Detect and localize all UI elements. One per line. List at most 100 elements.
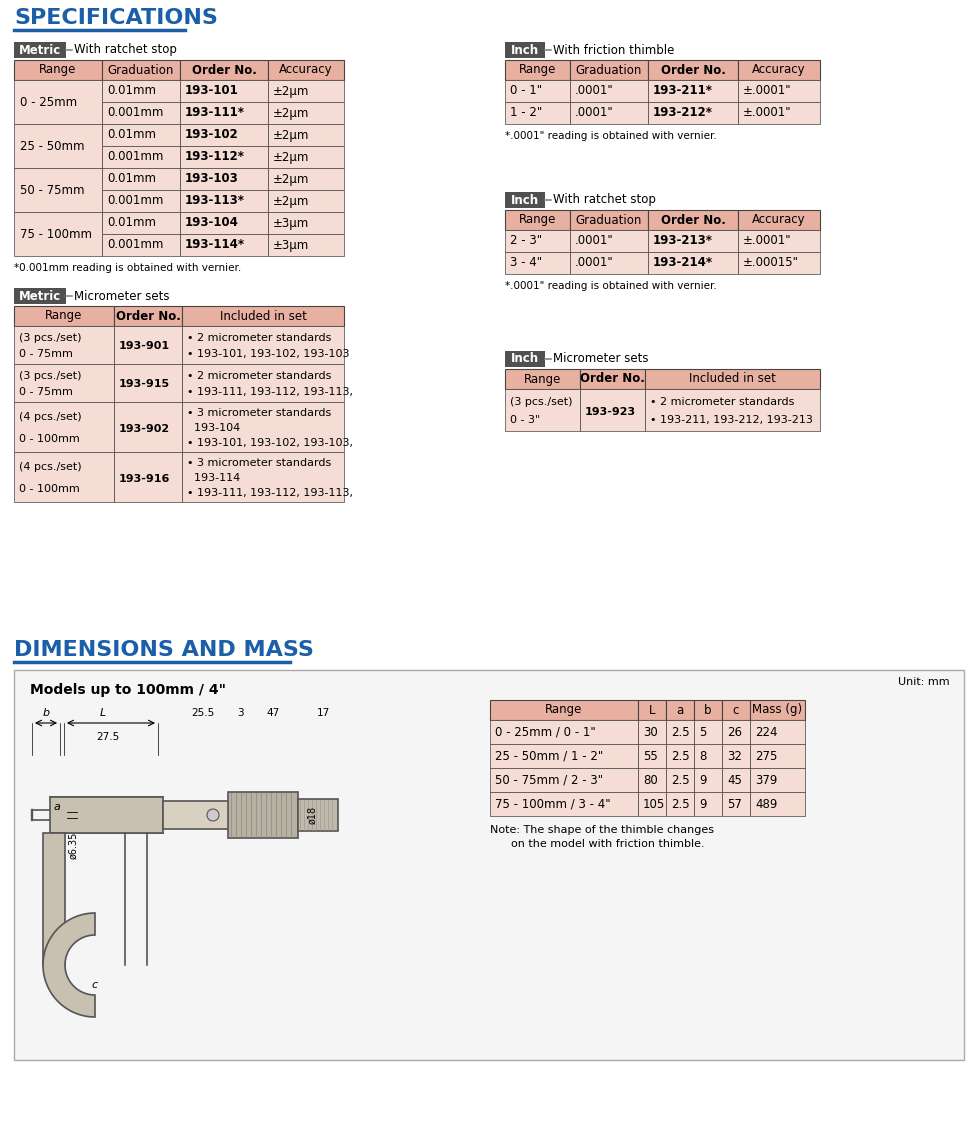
Bar xyxy=(180,124,268,147)
Text: ±2μm: ±2μm xyxy=(273,128,310,142)
Text: Graduation: Graduation xyxy=(576,214,642,226)
Text: 193-114*: 193-114* xyxy=(185,239,245,251)
Bar xyxy=(648,102,738,124)
Text: 27.5: 27.5 xyxy=(96,732,120,742)
Text: 0.01mm: 0.01mm xyxy=(107,84,156,98)
Text: 193-901: 193-901 xyxy=(119,342,170,351)
Text: Accuracy: Accuracy xyxy=(752,214,805,226)
Bar xyxy=(268,60,344,80)
Text: 75 - 100mm: 75 - 100mm xyxy=(20,227,92,241)
Text: 193-104: 193-104 xyxy=(187,423,241,433)
Text: 3: 3 xyxy=(237,708,244,718)
Text: Range: Range xyxy=(545,703,582,717)
Bar xyxy=(182,364,344,402)
Text: 193-915: 193-915 xyxy=(119,379,170,390)
Text: 0 - 25mm / 0 - 1": 0 - 25mm / 0 - 1" xyxy=(495,726,596,738)
Bar xyxy=(570,210,648,229)
Bar xyxy=(268,190,344,212)
Text: Mass (g): Mass (g) xyxy=(753,703,803,717)
Bar xyxy=(268,80,344,102)
Text: Order No.: Order No. xyxy=(581,373,645,385)
Text: (3 pcs./set): (3 pcs./set) xyxy=(19,370,82,381)
Bar xyxy=(182,326,344,364)
Text: Range: Range xyxy=(39,64,77,76)
Text: 0 - 100mm: 0 - 100mm xyxy=(19,434,80,444)
Bar xyxy=(738,252,820,274)
Bar xyxy=(14,168,102,212)
Bar xyxy=(102,190,180,212)
Bar xyxy=(638,700,666,720)
Text: 193-214*: 193-214* xyxy=(653,257,713,269)
Bar xyxy=(694,720,722,744)
Text: • 193-211, 193-212, 193-213: • 193-211, 193-212, 193-213 xyxy=(650,415,813,425)
Text: Models up to 100mm / 4": Models up to 100mm / 4" xyxy=(30,683,226,698)
Text: ±.00015": ±.00015" xyxy=(743,257,799,269)
Bar xyxy=(666,768,694,792)
Text: 193-916: 193-916 xyxy=(119,474,170,484)
Bar xyxy=(648,60,738,80)
Text: ±3μm: ±3μm xyxy=(273,239,310,251)
Bar xyxy=(648,252,738,274)
Bar xyxy=(638,768,666,792)
Text: 193-113*: 193-113* xyxy=(185,194,245,208)
Text: Included in set: Included in set xyxy=(689,373,776,385)
Text: ø6.35: ø6.35 xyxy=(68,832,78,859)
Bar xyxy=(14,212,102,256)
Text: 8: 8 xyxy=(699,750,706,762)
Text: 0 - 75mm: 0 - 75mm xyxy=(19,349,73,359)
Bar xyxy=(168,804,203,818)
Text: 2.5: 2.5 xyxy=(671,797,690,810)
Bar xyxy=(505,102,570,124)
Bar xyxy=(14,670,964,1060)
Text: L: L xyxy=(649,703,656,717)
Bar xyxy=(638,792,666,816)
Text: 2.5: 2.5 xyxy=(671,750,690,762)
Text: (4 pcs./set): (4 pcs./set) xyxy=(19,462,82,473)
Text: 9: 9 xyxy=(699,797,706,810)
Bar xyxy=(114,326,182,364)
Bar xyxy=(666,744,694,768)
Bar xyxy=(580,369,645,389)
Bar xyxy=(722,720,750,744)
Text: DIMENSIONS AND MASS: DIMENSIONS AND MASS xyxy=(14,640,314,660)
Text: Note: The shape of the thimble changes: Note: The shape of the thimble changes xyxy=(490,825,714,835)
Text: ±.0001": ±.0001" xyxy=(743,84,792,98)
Text: b: b xyxy=(704,703,712,717)
Bar xyxy=(505,252,570,274)
Text: 32: 32 xyxy=(727,750,742,762)
Text: c: c xyxy=(732,703,739,717)
Text: 1 - 2": 1 - 2" xyxy=(510,107,543,119)
Bar xyxy=(102,212,180,234)
Bar xyxy=(505,60,570,80)
Bar xyxy=(180,168,268,190)
Text: Accuracy: Accuracy xyxy=(280,64,333,76)
Bar xyxy=(102,234,180,256)
Bar xyxy=(182,306,344,326)
Bar xyxy=(114,402,182,452)
Bar xyxy=(180,102,268,124)
Bar xyxy=(722,768,750,792)
Text: • 193-101, 193-102, 193-103: • 193-101, 193-102, 193-103 xyxy=(187,349,350,359)
Bar xyxy=(648,229,738,252)
Text: 489: 489 xyxy=(755,797,777,810)
Bar xyxy=(694,700,722,720)
Bar xyxy=(490,700,638,720)
Bar xyxy=(505,351,545,367)
Bar xyxy=(114,364,182,402)
Text: • 3 micrometer standards: • 3 micrometer standards xyxy=(187,458,331,468)
Text: ±3μm: ±3μm xyxy=(273,217,310,229)
Text: 25 - 50mm: 25 - 50mm xyxy=(20,140,85,152)
Bar xyxy=(505,192,545,208)
Text: 193-101: 193-101 xyxy=(185,84,239,98)
Bar xyxy=(505,389,580,431)
Bar xyxy=(694,768,722,792)
Text: Order No.: Order No. xyxy=(192,64,256,76)
Bar xyxy=(666,720,694,744)
Text: ±2μm: ±2μm xyxy=(273,107,310,119)
Bar xyxy=(268,168,344,190)
Text: 193-111*: 193-111* xyxy=(185,107,245,119)
Bar xyxy=(645,389,820,431)
Bar xyxy=(570,60,648,80)
Bar xyxy=(648,210,738,229)
Text: Order No.: Order No. xyxy=(660,214,726,226)
